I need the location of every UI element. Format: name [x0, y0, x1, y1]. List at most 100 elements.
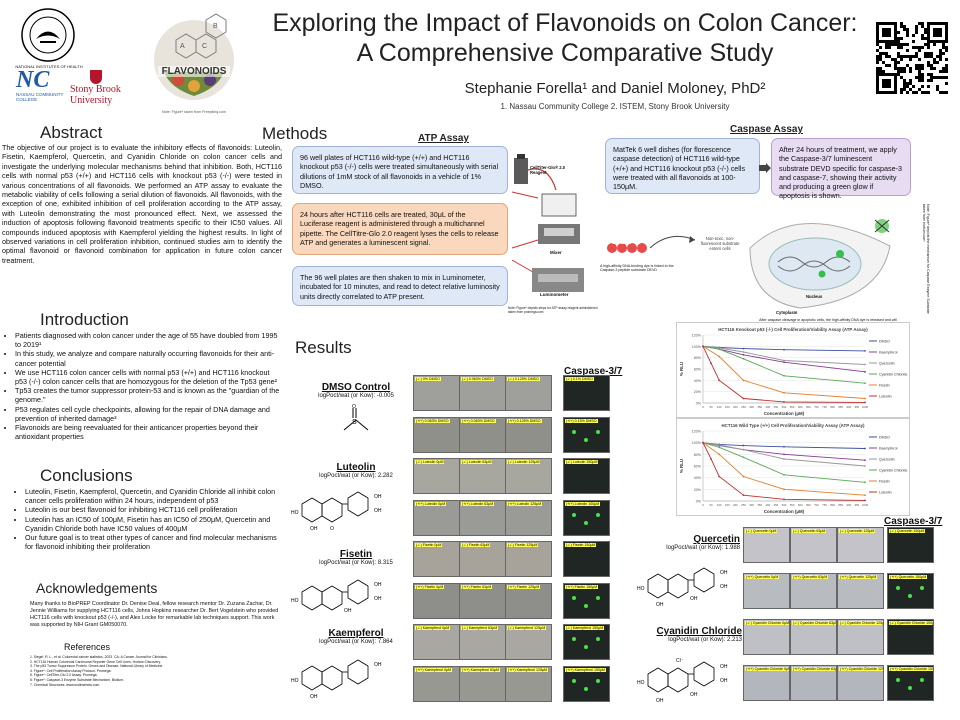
- legend-label: Kaempferol: [879, 350, 898, 354]
- y-tick-label: 120%: [692, 334, 702, 338]
- image-label: (-/-) Luteolin 125μM: [507, 460, 541, 464]
- microscopy-image: (-/-) 0.125% DMSO: [505, 375, 552, 411]
- svg-text:OH: OH: [344, 608, 352, 614]
- caspase-image: (-/-) Kaempferol 150μM: [563, 624, 610, 660]
- microscopy-image: (+/+) 0.063% DMSO: [413, 416, 460, 453]
- image-label: (+/+) 0.15% DMSO: [565, 418, 598, 423]
- x-tick-label: 200: [733, 405, 738, 409]
- chart-title: HCT116 Wild Type (+/+) Cell Proliferatio…: [721, 423, 865, 428]
- image-label: (+/+) Fisetin 150μM: [565, 584, 599, 589]
- caspase-image: (+/+) Quercetin 150μM: [887, 573, 934, 609]
- svg-text:OH: OH: [656, 698, 664, 704]
- atp-step-3: The 96 well plates are then shaken to mi…: [292, 266, 508, 306]
- nucleus-label: Nucleus: [806, 294, 823, 299]
- svg-text:OH: OH: [720, 678, 728, 684]
- caspase-step-2: After 24 hours of treatment, we apply th…: [771, 138, 911, 200]
- svg-text:OH: OH: [310, 526, 318, 532]
- series-line: [702, 442, 866, 461]
- svg-text:OH: OH: [374, 508, 382, 514]
- fluorescent-cell: [584, 437, 588, 442]
- data-point: [742, 379, 745, 382]
- image-label: (+/+) 0.063% DMSO: [461, 418, 496, 423]
- image-label: (+/+) Luteolin 63μM: [461, 501, 495, 506]
- nonfluor-label: Non-toxic, non-fluorescent substrate ent…: [700, 236, 740, 251]
- microscopy-image: (+/+) Fisetin 125μM: [505, 582, 552, 619]
- ncc-logo: NC NASSAU COMMUNITY COLLEGE: [16, 68, 68, 108]
- sbu-logo: Stony Brook University: [70, 70, 125, 110]
- y-tick-label: 0%: [696, 402, 702, 406]
- atp-figure-note: Note: Figure* depicts steps for ATP assa…: [508, 306, 598, 314]
- microscopy-image: (-/-) Cyanidin Chloride 125μM: [837, 619, 884, 655]
- image-label: (-/-) Fisetin 150μM: [565, 543, 597, 547]
- intro-item: Flavonoids are being reevaluated for the…: [15, 423, 282, 441]
- image-label: (-/-) Fisetin 0μM: [415, 543, 443, 547]
- svg-text:HO: HO: [291, 598, 299, 604]
- microscopy-image: (-/-) Quercetin 125μM: [837, 527, 884, 563]
- microscopy-image: (+/+) Quercetin 0μM: [743, 573, 790, 609]
- data-point: [864, 349, 866, 352]
- x-tick-label: 650: [806, 503, 811, 507]
- data-point: [710, 362, 712, 365]
- image-label: (+/+) 0.063% DMSO: [415, 418, 450, 423]
- reference-item: 7. Chemical Structures: www.molinstincts…: [30, 682, 100, 687]
- data-point: [864, 499, 866, 502]
- ncc-logo-text: NASSAU COMMUNITY COLLEGE: [16, 92, 64, 102]
- y-tick-label: 60%: [694, 368, 702, 372]
- fluorescent-cell: [584, 603, 588, 608]
- data-point: [864, 401, 866, 404]
- compound-label: DMSO Control logPoct/wat (or Kow): -0.00…: [306, 382, 406, 399]
- x-tick-label: 1000: [862, 405, 869, 409]
- svg-text:S: S: [352, 419, 357, 426]
- data-point: [783, 453, 785, 456]
- fluorescent-cell: [896, 586, 900, 590]
- image-label: (+/+) Kaempferol 150μM: [565, 667, 607, 672]
- svg-text:OH: OH: [374, 596, 382, 602]
- sbu-logo-mark: [90, 70, 102, 84]
- microscopy-image: (+/+) Fisetin 63μM: [459, 582, 506, 619]
- series-line: [702, 442, 866, 501]
- fluorescent-cell: [920, 586, 924, 590]
- microscopy-image: (+/+) Quercetin 125μM: [837, 573, 884, 609]
- image-label: (-/-) Luteolin 0μM: [415, 460, 445, 464]
- image-label: (-/-) Cyanidin Chloride 0μM: [745, 621, 790, 625]
- reagent-label: CellTiter-Glo® 2.0 Reagent: [530, 165, 566, 175]
- devd-caption: A high-affinity DNA-binding dye is linke…: [600, 264, 674, 273]
- image-label: (+/+) Luteolin 0μM: [415, 501, 447, 506]
- legend-label: Quercetin: [879, 457, 895, 461]
- image-label: (-/-) 0% DMSO: [415, 377, 441, 381]
- x-tick-label: 100: [717, 405, 722, 409]
- fluorescent-cell: [572, 637, 576, 641]
- y-tick-label: 80%: [694, 356, 702, 360]
- y-tick-label: 20%: [694, 390, 702, 394]
- fluorescent-cell: [908, 594, 912, 598]
- x-axis-label: Concentration (μM): [764, 411, 805, 416]
- fluorescent-cell: [596, 595, 600, 600]
- x-tick-label: 800: [830, 503, 835, 507]
- svg-text:OH: OH: [690, 596, 698, 602]
- microscopy-image: (-/-) Luteolin 0μM: [413, 458, 460, 494]
- x-tick-label: 500: [782, 405, 787, 409]
- microscopy-image: (+/+) Cyanidin Chloride 125μM: [837, 665, 884, 701]
- image-label: (-/-) Fisetin 63μM: [461, 543, 491, 547]
- data-point: [742, 353, 745, 356]
- conclusion-item: Our future goal is to treat other types …: [25, 533, 282, 551]
- svg-text:OH: OH: [656, 602, 664, 608]
- svg-text:OH: OH: [720, 570, 728, 576]
- compound-label: Kaempferol logPoct/wat (or Kow): 7.864: [306, 628, 406, 645]
- compound-name: Quercetin: [693, 534, 740, 545]
- microscopy-image: (-/-) Kaempferol 63μM: [459, 624, 506, 660]
- compound-logp: logPoct/wat (or Kow): -0.005: [318, 393, 394, 399]
- data-point: [742, 494, 745, 497]
- microscopy-image: (+/+) Kaempferol 125μM: [505, 665, 552, 702]
- microscopy-image: (+/+) Luteolin 63μM: [459, 499, 506, 536]
- compound-name: Cyanidin Chloride: [656, 626, 742, 637]
- microscopy-image: (-/-) Fisetin 63μM: [459, 541, 506, 577]
- data-point: [742, 475, 745, 478]
- atp-chart-knockout: HCT116 Knockout p53 (-/-) Cell Prolifera…: [676, 322, 910, 418]
- x-tick-label: 900: [846, 503, 851, 507]
- x-tick-label: 600: [798, 405, 803, 409]
- y-tick-label: 20%: [694, 488, 702, 492]
- image-label: (+/+) Quercetin 125μM: [839, 575, 878, 579]
- y-tick-label: 100%: [692, 441, 702, 445]
- title-line-1: Exploring the Impact of Flavonoids on Co…: [272, 9, 858, 37]
